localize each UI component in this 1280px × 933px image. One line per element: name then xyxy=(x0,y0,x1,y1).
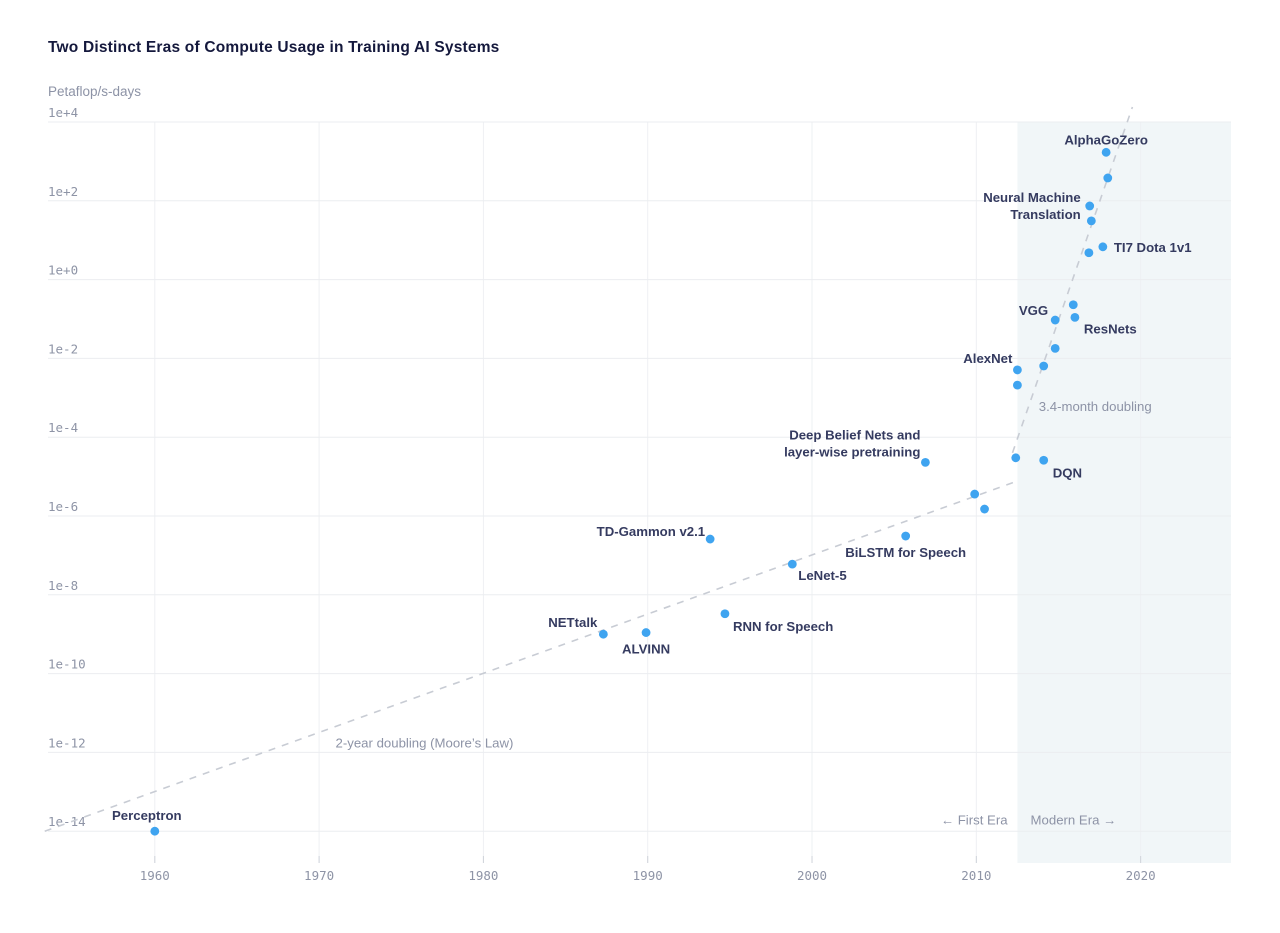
point-label-dqn: DQN xyxy=(1053,465,1082,480)
data-point-bilstm-for-speech xyxy=(901,531,911,541)
x-tick-label: 1970 xyxy=(304,868,334,883)
point-label-alvinn: ALVINN xyxy=(622,642,670,657)
y-axis-unit-label: Petaflop/s-days xyxy=(48,84,142,99)
point-label-neural-machine-translation: Neural Machine Translation xyxy=(983,190,1080,222)
data-point xyxy=(1086,216,1096,226)
moore-law-trendline-annotation: 2-year doubling (Moore’s Law) xyxy=(336,735,514,750)
y-tick-label: 1e+0 xyxy=(48,263,78,278)
x-tick-label: 2020 xyxy=(1126,868,1156,883)
data-point-resnets xyxy=(1070,312,1080,322)
point-label-bilstm-for-speech: BiLSTM for Speech xyxy=(845,545,966,560)
point-label-ti7-dota-1v1: TI7 Dota 1v1 xyxy=(1114,240,1192,255)
data-point xyxy=(1103,173,1113,183)
point-label-alexnet: AlexNet xyxy=(963,351,1013,366)
data-point xyxy=(1050,343,1060,353)
y-tick-label: 1e+4 xyxy=(48,105,78,120)
first-era-label: ← First Era xyxy=(941,812,1008,827)
y-tick-label: 1e-12 xyxy=(48,735,86,750)
data-point xyxy=(1013,380,1022,390)
y-tick-label: 1e-8 xyxy=(48,578,78,593)
x-tick-label: 2000 xyxy=(797,868,827,883)
data-point xyxy=(1084,248,1094,258)
y-tick-label: 1e-10 xyxy=(48,657,86,672)
moore-law-trendline xyxy=(44,479,1020,832)
point-label-deep-belief-nets-and-layer-wise-pretraining: Deep Belief Nets and layer-wise pretraini… xyxy=(784,427,920,459)
data-point-lenet-5 xyxy=(787,559,797,569)
data-point-perceptron xyxy=(150,826,160,836)
modern-era-trendline xyxy=(1011,106,1134,454)
point-label-perceptron: Perceptron xyxy=(112,808,182,823)
point-label-resnets: ResNets xyxy=(1084,321,1137,336)
data-point-td-gammon-v2-1 xyxy=(705,534,715,544)
data-point-neural-machine-translation xyxy=(1085,201,1095,211)
chart-title: Two Distinct Eras of Compute Usage in Tr… xyxy=(48,39,500,56)
point-label-vgg: VGG xyxy=(1019,303,1048,318)
data-point-rnn-for-speech xyxy=(720,609,730,619)
y-tick-label: 1e-6 xyxy=(48,499,78,514)
x-tick-label: 1980 xyxy=(468,868,498,883)
data-point-nettalk xyxy=(598,629,608,639)
data-point xyxy=(980,504,989,514)
point-label-td-gammon-v2-1: TD-Gammon v2.1 xyxy=(597,524,705,539)
y-tick-label: 1e-4 xyxy=(48,420,78,435)
x-tick-label: 1960 xyxy=(140,868,170,883)
data-point xyxy=(1068,300,1078,310)
modern-era-region xyxy=(1017,122,1231,863)
data-point xyxy=(1011,453,1021,463)
y-tick-label: 1e+2 xyxy=(48,184,78,199)
y-tick-label: 1e-2 xyxy=(48,341,78,356)
data-point xyxy=(970,489,980,499)
data-point-alvinn xyxy=(641,628,651,637)
modern-era-label: Modern Era → xyxy=(1031,812,1117,827)
point-label-alphagozero: AlphaGoZero xyxy=(1064,132,1148,147)
data-point xyxy=(1039,361,1049,371)
point-label-lenet-5: LeNet-5 xyxy=(798,568,846,583)
data-point-vgg xyxy=(1050,315,1060,325)
data-point-alexnet xyxy=(1013,365,1022,375)
x-tick-label: 2010 xyxy=(961,868,991,883)
data-point-dqn xyxy=(1039,455,1049,465)
modern-era-trendline-annotation: 3.4-month doubling xyxy=(1039,399,1152,414)
data-point-deep-belief-nets-and-layer-wise-pretraining xyxy=(920,457,930,467)
point-label-rnn-for-speech: RNN for Speech xyxy=(733,619,833,634)
point-label-nettalk: NETtalk xyxy=(548,615,598,630)
y-tick-label: 1e-14 xyxy=(48,814,86,829)
data-point-ti7-dota-1v1 xyxy=(1098,242,1108,252)
data-point-alphagozero xyxy=(1101,147,1111,157)
x-tick-label: 1990 xyxy=(633,868,663,883)
